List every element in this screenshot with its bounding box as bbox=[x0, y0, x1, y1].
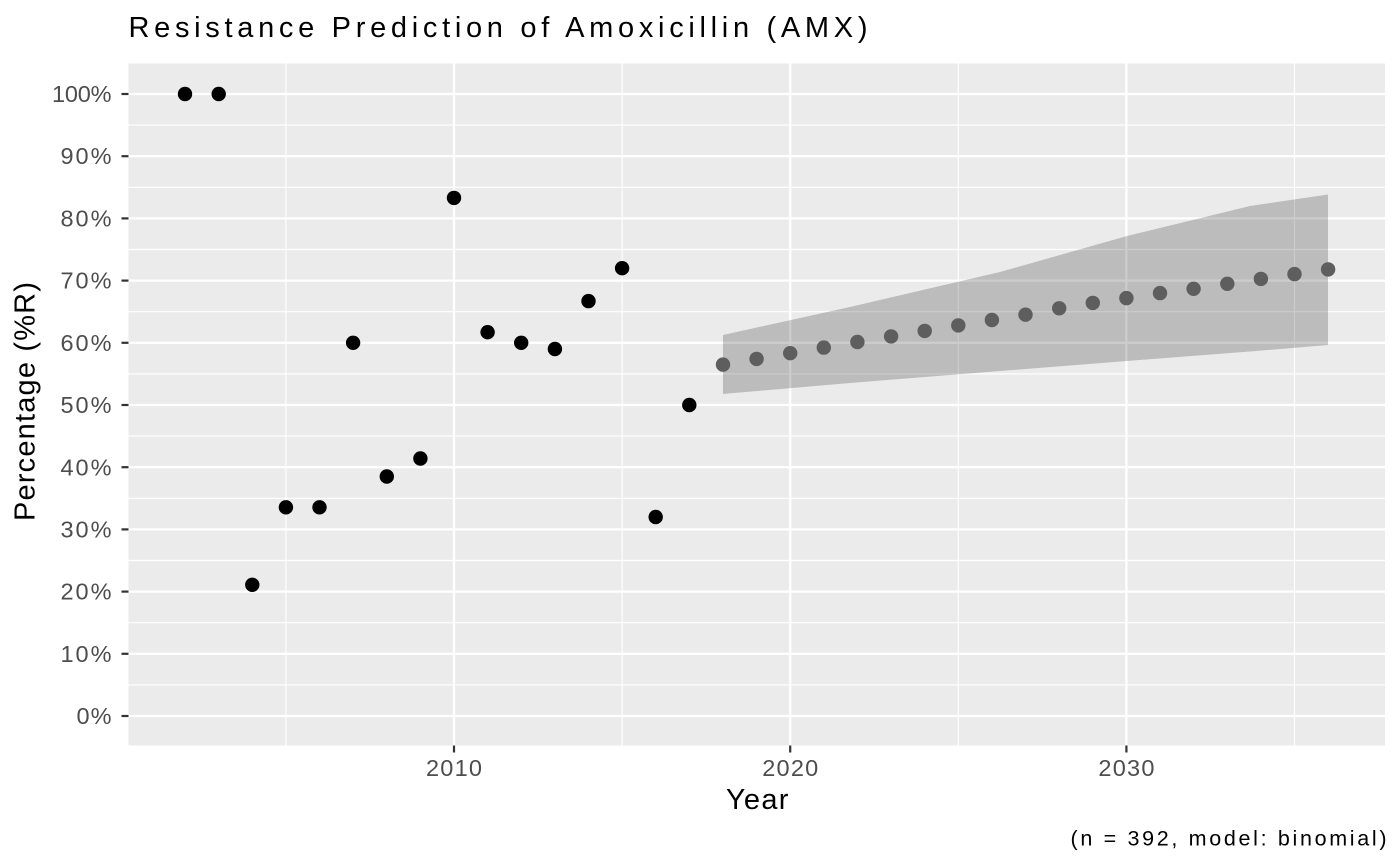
svg-text:20%: 20% bbox=[61, 579, 112, 605]
svg-text:90%: 90% bbox=[61, 143, 112, 169]
svg-text:0%: 0% bbox=[77, 703, 112, 729]
svg-text:2030: 2030 bbox=[1098, 755, 1154, 781]
svg-text:Percentage (%R): Percentage (%R) bbox=[10, 282, 42, 521]
svg-text:2020: 2020 bbox=[762, 755, 818, 781]
svg-text:2010: 2010 bbox=[426, 755, 482, 781]
svg-text:30%: 30% bbox=[61, 517, 112, 543]
svg-text:10%: 10% bbox=[61, 641, 112, 667]
svg-text:60%: 60% bbox=[61, 330, 112, 356]
svg-text:Year: Year bbox=[726, 784, 789, 816]
svg-text:40%: 40% bbox=[61, 454, 112, 480]
svg-text:50%: 50% bbox=[61, 392, 112, 418]
svg-text:80%: 80% bbox=[61, 206, 112, 232]
svg-text:70%: 70% bbox=[61, 268, 112, 294]
svg-text:(n = 392, model: binomial): (n = 392, model: binomial) bbox=[1071, 826, 1387, 850]
svg-text:100%: 100% bbox=[52, 81, 112, 107]
svg-text:Resistance Prediction of Amoxi: Resistance Prediction of Amoxicillin (AM… bbox=[129, 12, 868, 44]
